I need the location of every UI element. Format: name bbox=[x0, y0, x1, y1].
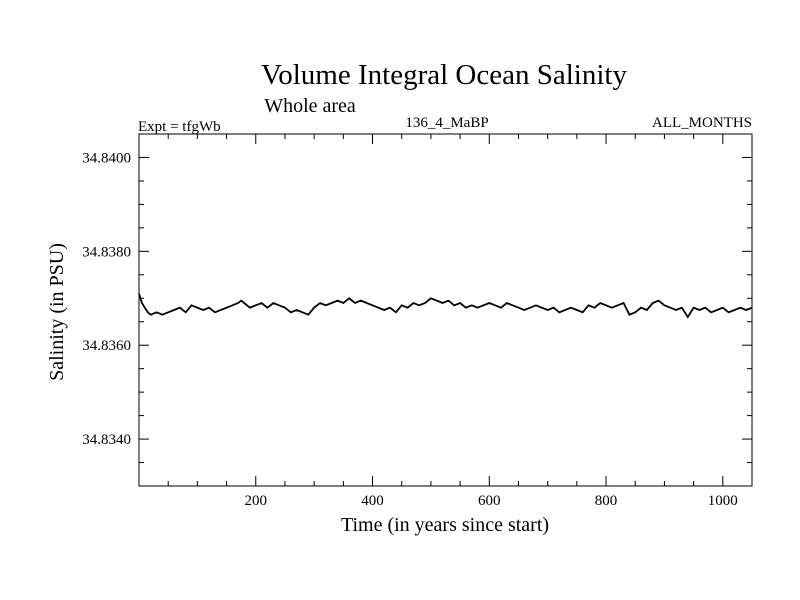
y-tick-label: 34.8380 bbox=[82, 244, 131, 260]
months-label: ALL_MONTHS bbox=[652, 115, 752, 131]
tick-marks bbox=[139, 134, 752, 486]
x-tick-labels: 200 400 600 800 1000 bbox=[245, 493, 738, 509]
y-tick-labels: 34.8340 34.8360 34.8380 34.8400 bbox=[82, 150, 131, 448]
x-axis-label: Time (in years since start) bbox=[341, 514, 549, 536]
salinity-series-line bbox=[138, 293, 753, 319]
x-tick-label: 800 bbox=[595, 493, 618, 509]
y-tick-label: 34.8400 bbox=[82, 150, 131, 166]
x-tick-label: 400 bbox=[361, 493, 384, 509]
expt-label: Expt = tfgWb bbox=[138, 119, 221, 135]
x-tick-label: 600 bbox=[478, 493, 501, 509]
x-tick-label: 200 bbox=[245, 493, 268, 509]
y-tick-label: 34.8360 bbox=[82, 338, 131, 354]
chart-subtitle: Whole area bbox=[264, 95, 356, 117]
x-tick-label: 1000 bbox=[708, 493, 738, 509]
plot-frame bbox=[138, 133, 753, 487]
y-tick-label: 34.8340 bbox=[82, 432, 131, 448]
y-axis-label: Salinity (in PSU) bbox=[46, 243, 68, 381]
run-label: 136_4_MaBP bbox=[405, 115, 488, 131]
chart-title: Volume Integral Ocean Salinity bbox=[261, 59, 627, 91]
